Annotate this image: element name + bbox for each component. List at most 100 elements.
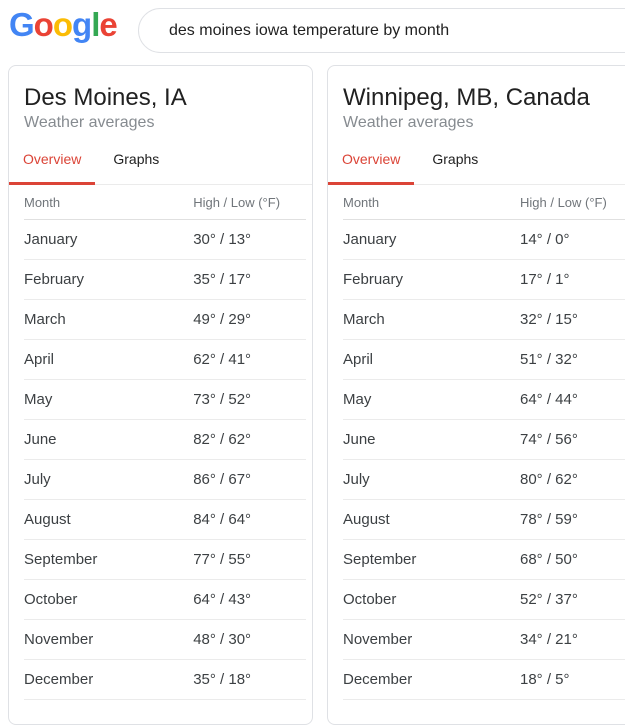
table-row: May 73° / 52° [24, 380, 306, 420]
table-row: August 84° / 64° [24, 500, 306, 540]
table-row: April 62° / 41° [24, 340, 306, 380]
weather-card-des-moines: Des Moines, IA Weather averages Overview… [8, 65, 313, 725]
high-low-cell: 35° / 18° [193, 671, 252, 688]
column-header-month: Month [24, 194, 61, 210]
high-low-cell: 78° / 59° [520, 511, 578, 528]
table-row: October 52° / 37° [343, 580, 625, 620]
logo-letter: g [72, 6, 92, 43]
column-header-month: Month [343, 194, 380, 210]
high-low-cell: 73° / 52° [193, 391, 252, 408]
weather-card-winnipeg: Winnipeg, MB, Canada Weather averages Ov… [327, 65, 625, 725]
high-low-cell: 74° / 56° [520, 431, 578, 448]
table-row: July 80° / 62° [343, 460, 625, 500]
month-cell: September [24, 551, 98, 568]
table-body: January 30° / 13° February 35° / 17° March 49… [24, 220, 306, 700]
month-cell: April [343, 351, 374, 368]
high-low-cell: 64° / 44° [520, 391, 578, 408]
logo-letter: l [91, 6, 100, 43]
high-low-cell: 17° / 1° [520, 271, 570, 288]
table-row: January 30° / 13° [24, 220, 306, 260]
table-row: May 64° / 44° [343, 380, 625, 420]
card-header: Winnipeg, MB, Canada Weather averages [328, 66, 625, 134]
card-title: Des Moines, IA [24, 84, 187, 111]
logo-letter: o [33, 6, 54, 43]
month-cell: October [343, 591, 397, 608]
table-row: July 86° / 67° [24, 460, 306, 500]
table-row: September 77° / 55° [24, 540, 306, 580]
month-cell: April [24, 351, 55, 368]
tab-graphs[interactable]: Graphs [432, 151, 479, 167]
month-cell: December [343, 671, 413, 688]
table-row: October 64° / 43° [24, 580, 306, 620]
table-row: April 51° / 32° [343, 340, 625, 380]
month-cell: February [24, 271, 85, 288]
high-low-cell: 35° / 17° [193, 271, 252, 288]
logo-letter: o [52, 6, 73, 43]
table-row: March 49° / 29° [24, 300, 306, 340]
high-low-cell: 32° / 15° [520, 311, 578, 328]
logo-letter: e [99, 6, 117, 43]
high-low-cell: 34° / 21° [520, 631, 578, 648]
table-row: June 82° / 62° [24, 420, 306, 460]
table-row: June 74° / 56° [343, 420, 625, 460]
month-cell: July [24, 471, 51, 488]
weather-table: Month High / Low (°F) January 14° / 0° Feb… [328, 185, 625, 700]
table-row: December 18° / 5° [343, 660, 625, 700]
high-low-cell: 14° / 0° [520, 231, 570, 248]
high-low-cell: 30° / 13° [193, 231, 252, 248]
month-cell: February [343, 271, 404, 288]
search-input[interactable]: des moines iowa temperature by month [169, 21, 450, 39]
card-header: Des Moines, IA Weather averages [9, 66, 312, 134]
high-low-cell: 52° / 37° [520, 591, 578, 608]
high-low-cell: 84° / 64° [193, 511, 252, 528]
high-low-cell: 82° / 62° [193, 431, 252, 448]
month-cell: September [343, 551, 417, 568]
month-cell: May [24, 391, 53, 408]
month-cell: March [343, 311, 385, 328]
logo-letter: G [9, 6, 35, 43]
table-row: February 17° / 1° [343, 260, 625, 300]
search-header: Google des moines iowa temperature by mo… [0, 0, 625, 62]
card-title: Winnipeg, MB, Canada [343, 84, 590, 111]
month-cell: December [24, 671, 94, 688]
column-header-high-low: High / Low (°F) [193, 194, 281, 210]
month-cell: October [24, 591, 78, 608]
table-body: January 14° / 0° February 17° / 1° March 32° … [343, 220, 625, 700]
tab-overview[interactable]: Overview [328, 140, 415, 185]
high-low-cell: 77° / 55° [193, 551, 252, 568]
month-cell: November [24, 631, 94, 648]
high-low-cell: 48° / 30° [193, 631, 252, 648]
month-cell: November [343, 631, 413, 648]
high-low-cell: 64° / 43° [193, 591, 252, 608]
high-low-cell: 68° / 50° [520, 551, 578, 568]
high-low-cell: 18° / 5° [520, 671, 570, 688]
month-cell: July [343, 471, 370, 488]
high-low-cell: 80° / 62° [520, 471, 578, 488]
month-cell: August [343, 511, 390, 528]
table-row: August 78° / 59° [343, 500, 625, 540]
weather-table: Month High / Low (°F) January 30° / 13° Fe… [9, 185, 312, 700]
table-row: January 14° / 0° [343, 220, 625, 260]
month-cell: August [24, 511, 71, 528]
high-low-cell: 86° / 67° [193, 471, 252, 488]
month-cell: May [343, 391, 372, 408]
search-bar[interactable]: des moines iowa temperature by month [138, 8, 625, 53]
table-row: November 48° / 30° [24, 620, 306, 660]
card-subtitle: Weather averages [24, 114, 155, 131]
google-logo[interactable]: Google [9, 6, 118, 44]
high-low-cell: 49° / 29° [193, 311, 252, 328]
table-header-row: Month High / Low (°F) [343, 185, 625, 220]
table-row: February 35° / 17° [24, 260, 306, 300]
month-cell: June [343, 431, 376, 448]
month-cell: June [24, 431, 57, 448]
month-cell: January [24, 231, 78, 248]
table-row: March 32° / 15° [343, 300, 625, 340]
table-row: December 35° / 18° [24, 660, 306, 700]
tab-bar: Overview Graphs [328, 140, 625, 185]
month-cell: January [343, 231, 397, 248]
high-low-cell: 51° / 32° [520, 351, 578, 368]
month-cell: March [24, 311, 66, 328]
tab-overview[interactable]: Overview [9, 140, 96, 185]
tab-graphs[interactable]: Graphs [113, 151, 160, 167]
